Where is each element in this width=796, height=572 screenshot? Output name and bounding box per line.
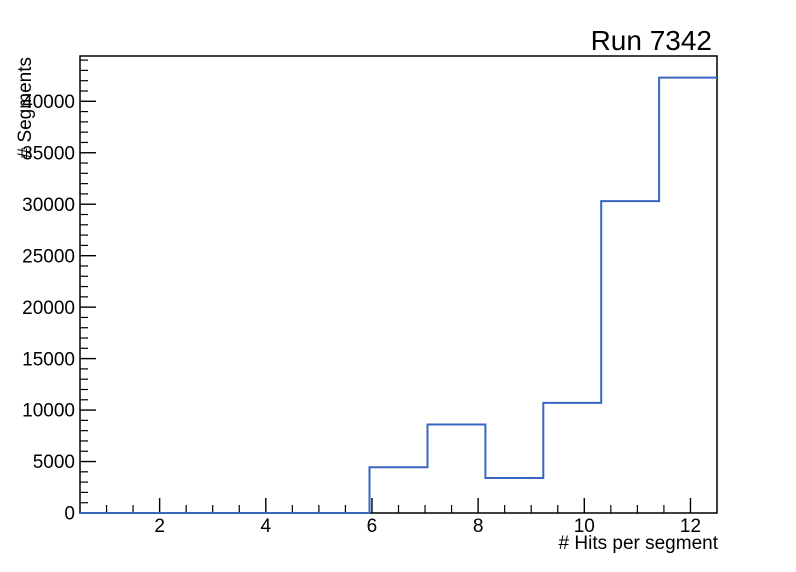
y-tick-label: 10000 bbox=[22, 401, 75, 422]
y-axis-tick-labels: 0 5000 10000 15000 20000 25000 30000 35000 40000 bbox=[22, 92, 75, 525]
y-tick-label: 0 bbox=[64, 504, 75, 525]
x-axis-tick-labels: 2 4 6 8 10 12 bbox=[154, 516, 701, 537]
chart-title: Run 7342 bbox=[591, 25, 712, 56]
histogram-line bbox=[80, 76, 717, 514]
y-tick-label: 35000 bbox=[22, 143, 75, 164]
y-tick-label: 30000 bbox=[22, 195, 75, 216]
x-tick-label: 10 bbox=[574, 516, 595, 537]
y-axis-ticks bbox=[80, 59, 96, 514]
y-tick-label: 5000 bbox=[33, 452, 75, 473]
x-tick-label: 4 bbox=[261, 516, 272, 537]
x-tick-label: 6 bbox=[367, 516, 378, 537]
plot-frame bbox=[79, 55, 718, 514]
y-tick-label: 40000 bbox=[22, 92, 75, 113]
x-axis-title: # Hits per segment bbox=[559, 533, 719, 554]
y-tick-label: 15000 bbox=[22, 349, 75, 370]
x-tick-label: 2 bbox=[154, 516, 165, 537]
y-tick-label: 20000 bbox=[22, 298, 75, 319]
y-axis-title: # Segments bbox=[15, 57, 36, 158]
x-tick-label: 12 bbox=[680, 516, 701, 537]
y-tick-label: 25000 bbox=[22, 246, 75, 267]
x-axis-ticks bbox=[105, 498, 692, 513]
x-tick-label: 8 bbox=[473, 516, 484, 537]
